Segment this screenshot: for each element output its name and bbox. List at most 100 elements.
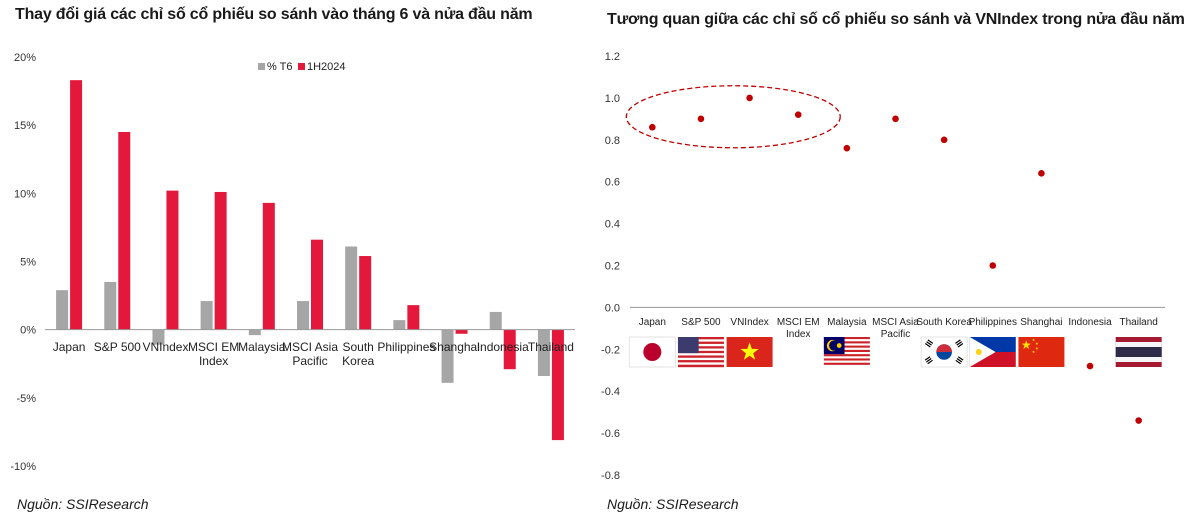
left-x-tick-label: S&P 500 xyxy=(94,340,141,354)
left-x-tick-label: Indonesia xyxy=(477,340,529,354)
right-x-tick-label: MSCI EM Index xyxy=(777,317,820,340)
flag-part xyxy=(936,344,952,352)
flag-part xyxy=(628,336,676,368)
scatter-point xyxy=(697,115,705,123)
right-y-tick-label: 0.6 xyxy=(605,177,620,189)
flag-part xyxy=(926,341,932,346)
bar-t6 xyxy=(393,320,406,330)
flag-part xyxy=(823,364,870,368)
right-x-tick-label: Japan xyxy=(639,317,666,328)
right-x-tick-label: Malaysia xyxy=(827,317,867,328)
flag-part xyxy=(823,356,870,359)
bar-1h2024 xyxy=(359,256,372,330)
flag-part xyxy=(677,337,724,340)
bar-1h2024 xyxy=(455,329,468,334)
right-x-tick-label: Thailand xyxy=(1120,317,1158,328)
flag-part xyxy=(823,343,870,346)
left-x-tick-label: MSCI Asia Pacific xyxy=(282,340,338,368)
right-x-tick-label: South Korea xyxy=(916,317,972,328)
bar-1h2024 xyxy=(70,80,83,330)
right-y-tick-label: 0.8 xyxy=(605,135,620,147)
right-y-tick-label: 0.0 xyxy=(605,302,620,314)
flag-part xyxy=(677,362,724,365)
flag-part xyxy=(1115,347,1162,357)
scatter-point xyxy=(794,111,802,118)
left-x-tick-label: Japan xyxy=(53,340,86,354)
highlight-dashed-ellipse xyxy=(625,85,841,149)
right-x-tick-label: VNIndex xyxy=(730,317,768,328)
flag-part xyxy=(823,360,870,363)
flag-part xyxy=(956,358,963,363)
left-y-tick-label: 10% xyxy=(14,188,36,200)
flag-part xyxy=(957,343,964,348)
flag-part xyxy=(924,356,931,361)
scatter-point xyxy=(649,123,656,131)
right-y-tick-label: 0.4 xyxy=(605,219,620,231)
flag-part xyxy=(957,356,964,361)
flag-part xyxy=(643,343,662,361)
scatter-point xyxy=(746,94,753,102)
bar-t6 xyxy=(537,329,550,377)
right-y-tick-label: -0.4 xyxy=(601,386,620,398)
bar-t6 xyxy=(345,246,358,330)
flag-part xyxy=(740,342,759,360)
left-y-tick-label: 20% xyxy=(14,52,36,64)
flag-part xyxy=(677,360,724,363)
scatter-point xyxy=(892,115,899,123)
china-flag xyxy=(1018,337,1065,367)
right-x-tick-label: Shanghai xyxy=(1020,317,1062,328)
flag-part xyxy=(975,349,982,355)
south-korea-flag xyxy=(920,336,968,368)
right-y-tick-label: 1.0 xyxy=(605,93,620,105)
flag-part xyxy=(677,339,724,342)
flag-part xyxy=(925,343,931,348)
flag-part xyxy=(677,357,724,361)
flag-part xyxy=(677,348,724,352)
flag-part xyxy=(1035,346,1039,350)
flag-part xyxy=(823,341,870,344)
flag-part xyxy=(926,358,932,363)
bar-t6 xyxy=(441,329,454,383)
flag-part xyxy=(955,339,961,344)
scatter-point xyxy=(843,144,851,152)
flag-part xyxy=(677,355,724,358)
left-chart-source: Nguồn: SSIResearch xyxy=(17,496,149,512)
flag-part xyxy=(927,359,933,365)
left-x-tick-label: Malaysia xyxy=(238,340,286,354)
flag-part xyxy=(927,339,934,344)
flag-part xyxy=(823,347,870,351)
flag-part xyxy=(677,337,699,354)
flag-part xyxy=(677,341,724,345)
flag-part xyxy=(677,346,724,349)
flag-part xyxy=(836,343,842,348)
bar-1h2024 xyxy=(407,305,420,330)
flag-part xyxy=(1021,340,1031,349)
bar-1h2024 xyxy=(311,239,323,330)
scatter-point xyxy=(1135,417,1142,424)
right-x-tick-label: MSCI Asia Pacific xyxy=(872,317,919,340)
left-x-tick-label: Philippines xyxy=(377,340,435,354)
bar-1h2024 xyxy=(262,202,275,330)
flag-part xyxy=(823,362,870,366)
philippines-flag xyxy=(969,337,1016,367)
flag-part xyxy=(1035,342,1039,345)
right-y-tick-label: 0.2 xyxy=(605,261,620,273)
scatter-point xyxy=(1086,362,1094,370)
left-x-tick-label: Shanghai xyxy=(429,340,480,354)
right-y-tick-label: 1.2 xyxy=(605,51,620,63)
flag-part xyxy=(956,341,963,346)
right-x-tick-label: Philippines xyxy=(969,317,1017,328)
legend-swatch xyxy=(298,63,305,70)
bar-t6 xyxy=(248,329,261,336)
scatter-point xyxy=(989,262,997,269)
bar-t6 xyxy=(104,281,117,330)
flag-part xyxy=(955,359,961,365)
left-x-tick-label: MSCI EM Index xyxy=(188,340,239,368)
malaysia-flag xyxy=(823,337,870,368)
bar-1h2024 xyxy=(214,191,227,330)
left-x-tick-label: South Korea xyxy=(342,340,374,368)
flag-part xyxy=(677,364,724,368)
flag-part xyxy=(920,336,968,368)
flag-part xyxy=(823,337,870,340)
